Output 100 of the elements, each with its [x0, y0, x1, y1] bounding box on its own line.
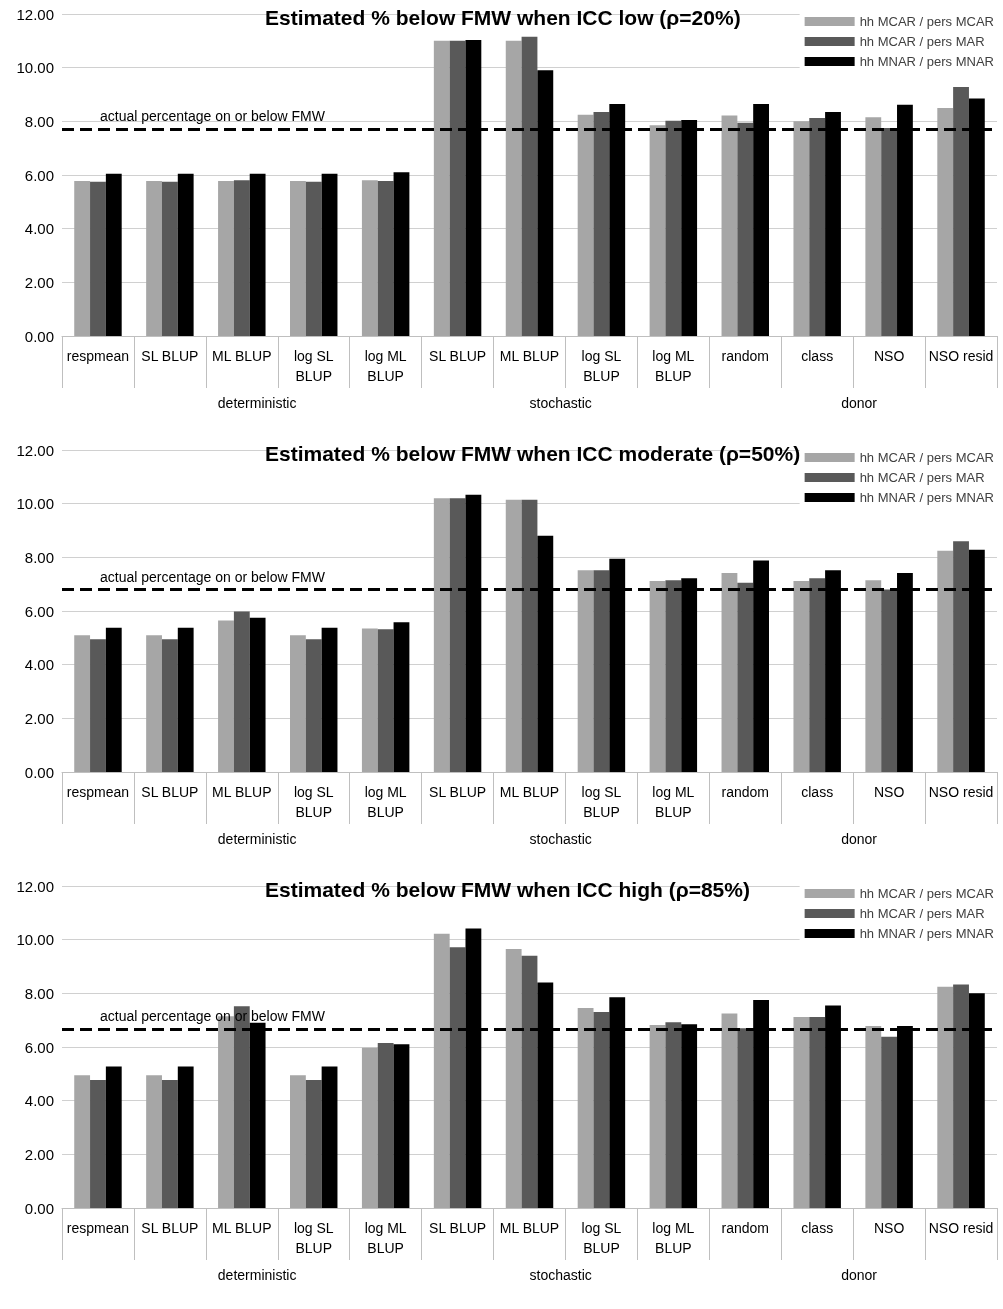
bar — [161, 181, 178, 336]
bar — [881, 1036, 898, 1208]
legend-label: hh MCAR / pers MCAR — [859, 450, 995, 465]
bar — [577, 570, 594, 772]
bar — [105, 173, 122, 336]
x-tick-label: NSO resid — [928, 784, 994, 800]
bar — [90, 639, 106, 772]
x-tick-label: random — [721, 784, 769, 800]
bar — [809, 578, 826, 772]
bar — [865, 117, 882, 336]
bar — [321, 173, 338, 336]
text: donor — [841, 395, 878, 411]
x-tick-label: SL BLUP — [141, 348, 199, 364]
bar — [433, 933, 450, 1208]
bar — [177, 1066, 194, 1208]
x-tick-label: log SL BLUP — [293, 784, 334, 820]
bar — [953, 86, 969, 336]
x-tick-label: SL BLUP — [429, 348, 487, 364]
bar — [393, 172, 410, 336]
text: donor — [841, 831, 878, 847]
bar — [665, 1022, 682, 1208]
bar — [233, 180, 250, 336]
bar — [881, 589, 898, 772]
legend-label: hh MCAR / pers MAR — [859, 906, 985, 921]
bar — [161, 1080, 178, 1208]
x-tick-label: random — [721, 1220, 769, 1236]
legend-label: hh MNAR / pers MNAR — [859, 54, 995, 69]
bar — [377, 180, 394, 336]
bar — [393, 622, 410, 772]
y-tick-label: 0.00 — [24, 763, 54, 781]
bar — [505, 499, 522, 772]
y-tick-label: 8.00 — [24, 984, 54, 1002]
bar — [146, 180, 162, 336]
text: deterministic — [217, 831, 297, 847]
bar — [321, 627, 338, 772]
x-tick-label: class — [801, 1220, 834, 1236]
y-tick-label: 12.00 — [16, 5, 54, 23]
text: stochastic — [529, 395, 592, 411]
y-tick-label: 10.00 — [16, 931, 54, 949]
x-tick-label: log SL BLUP — [293, 1220, 334, 1256]
x-tick-label: log ML BLUP — [652, 1220, 695, 1256]
bar — [218, 620, 234, 772]
legend-label: hh MCAR / pers MCAR — [859, 886, 995, 901]
bar — [233, 611, 250, 772]
bar — [521, 955, 538, 1208]
bar — [290, 635, 306, 772]
x-tick-label: log ML BLUP — [364, 784, 407, 820]
y-tick-label: 10.00 — [16, 59, 54, 77]
bar — [177, 627, 194, 772]
bar — [593, 111, 610, 336]
bar — [249, 617, 266, 772]
bar — [305, 639, 322, 772]
bar — [74, 180, 91, 336]
chart-title: Estimated % below FMW when ICC low (ρ=20%) — [265, 6, 741, 29]
bar — [593, 1012, 610, 1208]
y-tick-label: 12.00 — [16, 441, 54, 459]
x-tick-label: log ML BLUP — [364, 348, 407, 384]
bar — [361, 180, 378, 336]
bar — [105, 627, 122, 772]
bar — [90, 1080, 106, 1208]
bar — [161, 639, 178, 772]
bar — [361, 1047, 378, 1208]
y-tick-label: 6.00 — [24, 1038, 54, 1056]
bar — [665, 580, 682, 772]
x-tick-label: log ML BLUP — [652, 784, 695, 820]
bar — [177, 173, 194, 336]
bar — [881, 128, 898, 336]
bar — [865, 580, 882, 772]
chart-title: Estimated % below FMW when ICC high (ρ=85%) — [265, 878, 750, 901]
text: deterministic — [217, 395, 297, 411]
bar — [393, 1044, 410, 1208]
ref-line-label: actual percentage on or below FMW — [100, 568, 326, 585]
x-tick-label: log SL BLUP — [581, 784, 622, 820]
legend-label: hh MCAR / pers MAR — [859, 470, 985, 485]
bar — [809, 118, 826, 336]
bar — [449, 40, 466, 336]
bar — [505, 40, 522, 336]
bar — [521, 499, 538, 772]
bar — [377, 629, 394, 772]
bar — [105, 1066, 122, 1208]
bar — [146, 1075, 162, 1208]
bar — [937, 550, 954, 772]
bar — [74, 1075, 91, 1208]
x-tick-label: NSO resid — [928, 1220, 994, 1236]
x-tick-label: SL BLUP — [429, 1220, 487, 1236]
bar — [361, 628, 378, 772]
y-tick-label: 12.00 — [16, 877, 54, 895]
bar — [249, 173, 266, 336]
x-tick-label: class — [801, 348, 834, 364]
bar — [218, 180, 234, 336]
bar — [649, 1025, 666, 1208]
bar — [737, 1028, 754, 1208]
bar — [721, 1013, 738, 1208]
bar — [577, 1008, 594, 1208]
bar — [649, 125, 666, 336]
x-tick-label: respmean — [66, 784, 130, 800]
bar — [737, 122, 754, 336]
bar — [793, 580, 810, 772]
y-tick-label: 8.00 — [24, 548, 54, 566]
bar — [433, 498, 450, 772]
